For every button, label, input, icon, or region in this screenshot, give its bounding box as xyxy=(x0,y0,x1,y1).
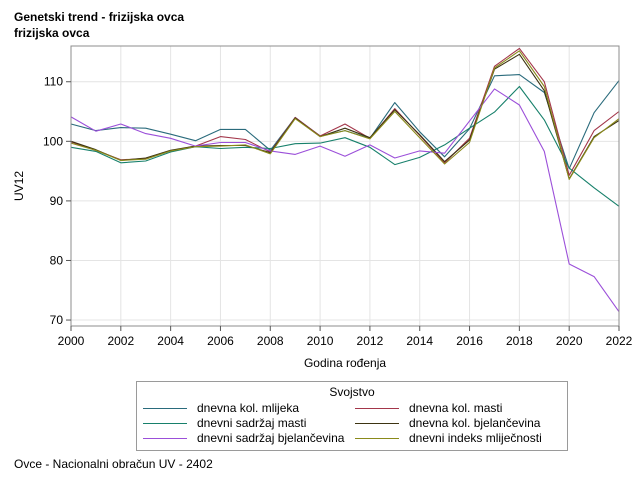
y-tick-label: 80 xyxy=(50,253,64,267)
chart-title: Genetski trend - frizijska ovca xyxy=(14,10,185,24)
legend-swatch xyxy=(143,408,187,409)
x-tick-label: 2014 xyxy=(406,334,433,348)
legend-swatch xyxy=(143,438,187,439)
x-tick-label: 2008 xyxy=(257,334,284,348)
y-tick-label: 90 xyxy=(50,194,64,208)
legend-swatch xyxy=(143,423,187,424)
series-line-3 xyxy=(70,85,620,207)
x-axis-title: Godina rođenja xyxy=(304,356,386,370)
legend-swatch xyxy=(355,408,399,409)
x-tick-label: 2022 xyxy=(606,334,633,348)
y-axis-title: UV12 xyxy=(12,171,26,201)
x-tick-label: 2004 xyxy=(157,334,184,348)
legend-swatch xyxy=(355,423,399,424)
footnote: Ovce - Nacionalni obračun UV - 2402 xyxy=(14,457,213,471)
legend-label: dnevni sadržaj masti xyxy=(197,416,307,430)
x-tick-label: 2018 xyxy=(506,334,533,348)
legend-label: dnevna kol. mlijeka xyxy=(197,401,300,415)
legend-label: dnevna kol. bjelančevina xyxy=(409,416,541,430)
x-tick-label: 2000 xyxy=(58,334,85,348)
series-line-6 xyxy=(70,50,620,180)
series-line-5 xyxy=(70,88,620,313)
legend-label: dnevni sadržaj bjelančevina xyxy=(197,431,345,445)
plot-frame xyxy=(70,45,620,327)
legend-label: dnevni indeks mliječnosti xyxy=(409,431,542,445)
x-tick-label: 2012 xyxy=(357,334,384,348)
chart-subtitle: frizijska ovca xyxy=(14,26,90,40)
x-tick-label: 2006 xyxy=(207,334,234,348)
y-tick-label: 70 xyxy=(50,313,64,327)
legend-swatch xyxy=(355,438,399,439)
series-line-4 xyxy=(70,53,620,180)
y-tick-label: 100 xyxy=(43,134,63,148)
series-line-1 xyxy=(70,74,620,170)
x-tick-label: 2016 xyxy=(456,334,483,348)
x-tick-label: 2010 xyxy=(307,334,334,348)
x-tick-label: 2020 xyxy=(556,334,583,348)
y-tick-label: 110 xyxy=(44,75,63,89)
legend-title: Svojstvo xyxy=(329,385,375,399)
legend-label: dnevna kol. masti xyxy=(409,401,503,415)
legend: Svojstvo dnevna kol. mlijeka dnevna kol. … xyxy=(136,381,568,451)
x-tick-label: 2002 xyxy=(107,334,134,348)
